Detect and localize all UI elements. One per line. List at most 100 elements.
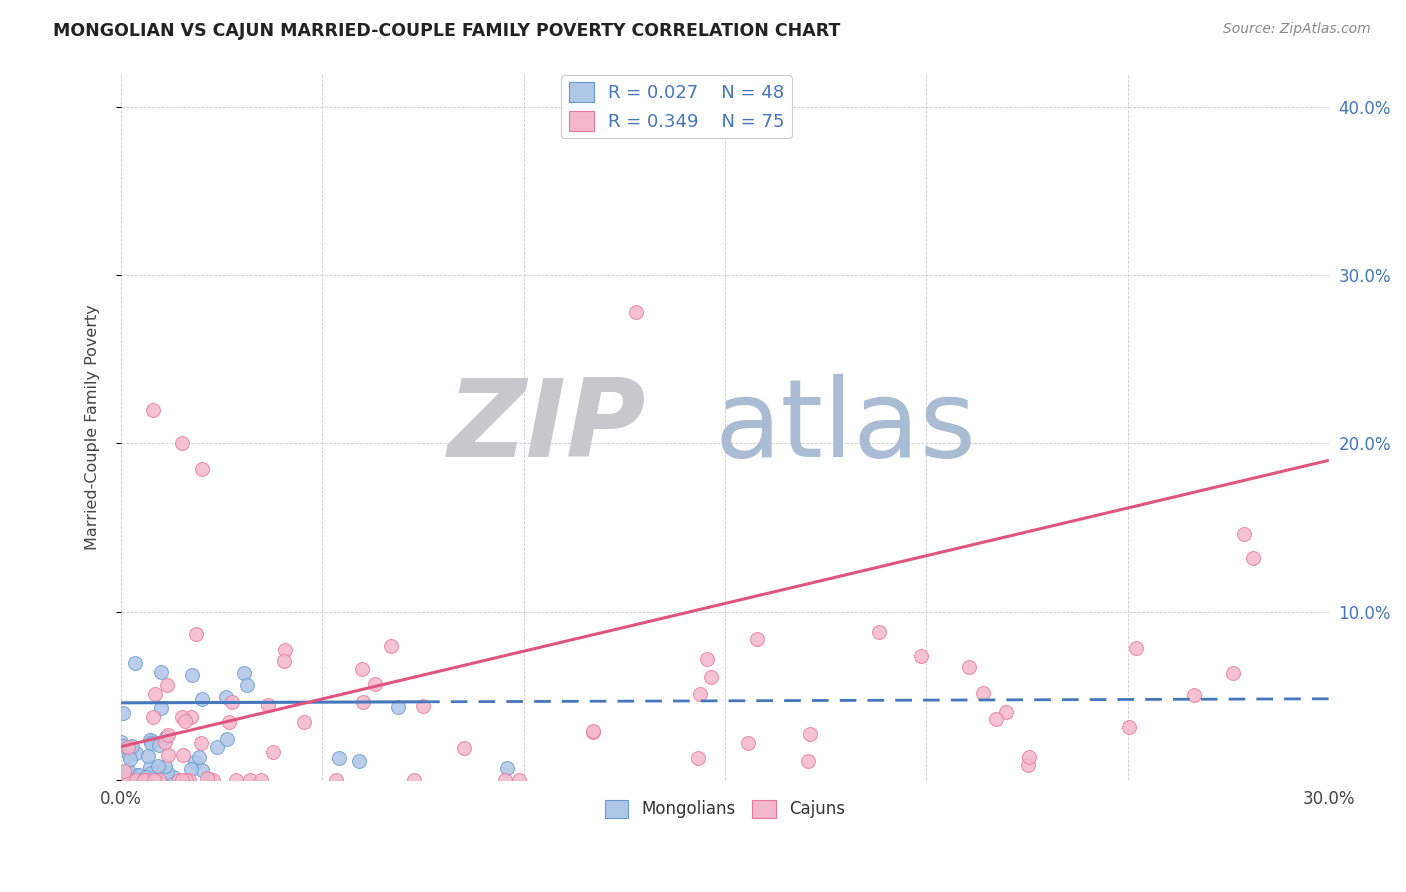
- Point: [404, 773, 426, 788]
- Point: [453, 740, 475, 755]
- Point: [127, 772, 149, 786]
- Point: [112, 764, 135, 778]
- Point: [696, 652, 718, 666]
- Point: [124, 773, 146, 788]
- Point: [118, 773, 141, 788]
- Point: [910, 649, 932, 664]
- Point: [143, 687, 166, 701]
- Point: [221, 695, 243, 709]
- Point: [364, 677, 387, 691]
- Point: [972, 686, 994, 700]
- Point: [797, 754, 820, 768]
- Point: [148, 773, 170, 788]
- Point: [218, 715, 240, 730]
- Point: [494, 773, 516, 788]
- Point: [387, 699, 409, 714]
- Point: [122, 770, 145, 784]
- Point: [135, 771, 157, 785]
- Point: [117, 763, 139, 777]
- Point: [172, 748, 194, 763]
- Point: [188, 749, 211, 764]
- Point: [195, 771, 218, 785]
- Point: [1125, 640, 1147, 655]
- Point: [139, 760, 162, 774]
- Point: [263, 745, 285, 759]
- Point: [139, 732, 162, 747]
- Point: [412, 698, 434, 713]
- Point: [184, 755, 207, 769]
- Point: [150, 701, 173, 715]
- Point: [686, 751, 709, 765]
- Point: [191, 692, 214, 706]
- Point: [868, 625, 890, 640]
- Point: [225, 773, 247, 788]
- Point: [173, 714, 195, 729]
- Point: [125, 746, 148, 760]
- Point: [239, 773, 262, 788]
- Point: [148, 738, 170, 752]
- Point: [205, 739, 228, 754]
- Point: [112, 706, 135, 720]
- Text: atlas: atlas: [714, 374, 977, 480]
- Point: [995, 706, 1018, 720]
- Text: ZIP: ZIP: [449, 374, 647, 480]
- Point: [190, 461, 212, 475]
- Point: [232, 666, 254, 681]
- Point: [117, 764, 139, 779]
- Point: [181, 668, 204, 682]
- Point: [249, 773, 271, 788]
- Point: [142, 710, 165, 724]
- Point: [134, 773, 156, 788]
- Point: [128, 768, 150, 782]
- Point: [170, 773, 193, 788]
- Point: [162, 770, 184, 784]
- Point: [180, 709, 202, 723]
- Point: [124, 657, 146, 671]
- Point: [1018, 750, 1040, 764]
- Text: MONGOLIAN VS CAJUN MARRIED-COUPLE FAMILY POVERTY CORRELATION CHART: MONGOLIAN VS CAJUN MARRIED-COUPLE FAMILY…: [53, 22, 841, 40]
- Point: [143, 770, 166, 784]
- Point: [1118, 721, 1140, 735]
- Point: [190, 736, 212, 750]
- Point: [582, 725, 605, 739]
- Point: [156, 678, 179, 692]
- Point: [121, 739, 143, 753]
- Text: Source: ZipAtlas.com: Source: ZipAtlas.com: [1223, 22, 1371, 37]
- Point: [153, 734, 176, 748]
- Point: [176, 773, 198, 788]
- Point: [143, 773, 166, 788]
- Point: [136, 773, 159, 788]
- Point: [141, 734, 163, 748]
- Point: [626, 305, 648, 319]
- Point: [274, 642, 297, 657]
- Point: [689, 687, 711, 701]
- Point: [582, 724, 605, 739]
- Point: [139, 736, 162, 750]
- Point: [380, 639, 402, 653]
- Point: [747, 632, 769, 647]
- Point: [155, 730, 177, 744]
- Point: [347, 754, 370, 768]
- Point: [957, 660, 980, 674]
- Point: [148, 759, 170, 773]
- Point: [1241, 550, 1264, 565]
- Point: [1233, 527, 1256, 541]
- Point: [1182, 688, 1205, 702]
- Point: [236, 678, 259, 692]
- Point: [328, 751, 350, 765]
- Point: [125, 768, 148, 782]
- Point: [215, 732, 238, 747]
- Point: [257, 698, 280, 712]
- Point: [118, 748, 141, 763]
- Point: [134, 773, 156, 788]
- Point: [325, 773, 347, 788]
- Point: [292, 714, 315, 729]
- Point: [508, 773, 530, 788]
- Point: [273, 654, 295, 668]
- Point: [184, 626, 207, 640]
- Point: [170, 710, 193, 724]
- Point: [1222, 665, 1244, 680]
- Point: [984, 713, 1007, 727]
- Point: [198, 772, 221, 786]
- Point: [180, 762, 202, 776]
